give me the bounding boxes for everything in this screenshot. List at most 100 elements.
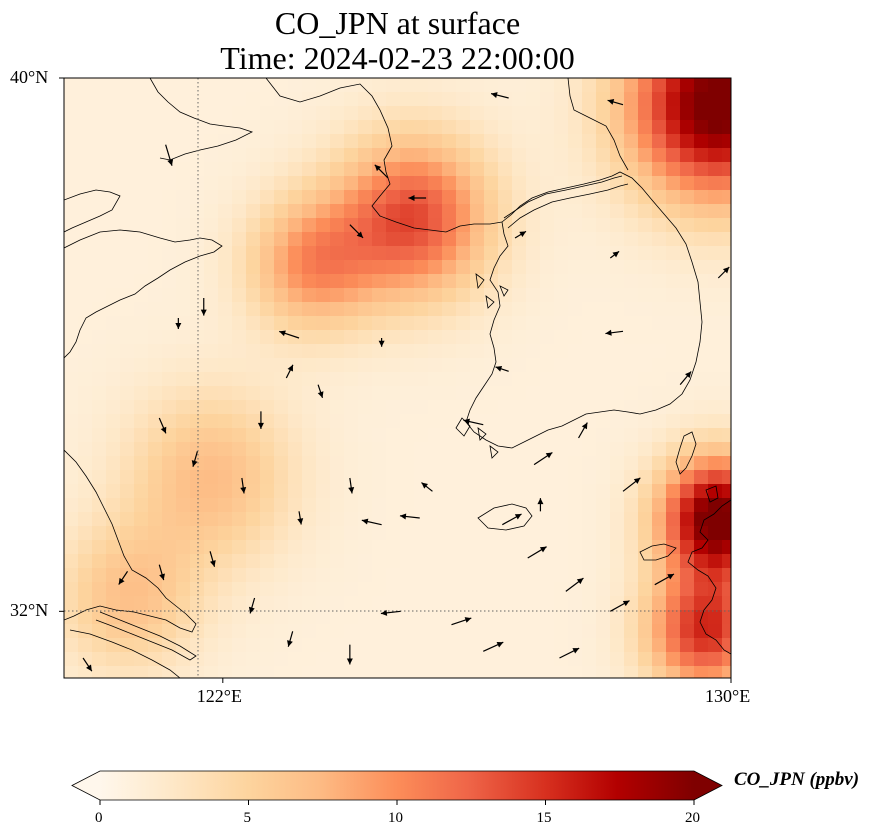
field-cell [246,92,261,107]
field-cell [148,666,163,678]
field-cell [316,498,331,513]
field-cell [176,288,191,303]
field-cell [456,400,471,415]
field-cell [694,638,709,653]
field-cell [680,456,695,471]
field-cell [190,134,205,149]
field-cell [708,512,723,527]
field-cell [652,372,667,387]
field-cell [624,274,639,289]
field-cell [428,260,443,275]
field-cell [372,470,387,485]
field-cell [92,652,107,667]
field-cell [190,316,205,331]
field-cell [624,526,639,541]
field-cell [652,260,667,275]
field-cell [372,344,387,359]
field-cell [134,232,149,247]
field-cell [232,372,247,387]
field-cell [372,498,387,513]
field-cell [386,274,401,289]
field-cell [246,442,261,457]
field-cell [218,484,233,499]
field-cell [512,638,527,653]
wind-arrow [483,641,504,652]
field-cell [400,302,415,317]
field-cell [274,232,289,247]
field-cell [428,92,443,107]
field-cell [400,218,415,233]
field-cell [498,330,513,345]
field-cell [456,484,471,499]
field-cell [582,106,597,121]
field-cell [190,106,205,121]
field-cell [302,232,317,247]
field-cell [722,106,731,121]
field-cell [680,624,695,639]
wind-arrow [717,266,730,279]
field-cell [358,372,373,387]
field-cell [526,316,541,331]
wind-arrow [200,298,207,316]
field-cell [372,568,387,583]
field-cell [78,498,93,513]
field-cell [92,540,107,555]
field-cell [568,470,583,485]
field-cell [204,442,219,457]
field-cell [64,274,79,289]
field-cell [428,624,443,639]
wind-arrow [349,224,364,239]
field-cell [512,400,527,415]
field-cell [722,372,731,387]
field-cell [330,596,345,611]
field-cell [428,540,443,555]
field-cell [470,148,485,163]
field-cell [708,554,723,569]
wind-arrow [527,546,547,559]
field-cell [526,428,541,443]
field-cell [428,442,443,457]
wind-arrow [279,330,300,339]
field-cell [708,260,723,275]
field-cell [708,540,723,555]
field-cell [358,470,373,485]
field-cell [554,442,569,457]
field-cell [526,470,541,485]
field-cell [78,204,93,219]
field-cell [148,512,163,527]
field-cell [708,288,723,303]
field-cell [652,162,667,177]
field-cell [428,218,443,233]
field-cell [134,652,149,667]
field-cell [232,582,247,597]
field-cell [540,302,555,317]
field-cell [498,344,513,359]
field-cell [498,302,513,317]
field-cell [386,414,401,429]
field-cell [582,610,597,625]
field-cell [162,288,177,303]
field-cell [190,190,205,205]
field-cell [372,372,387,387]
field-cell [218,386,233,401]
field-cell [624,358,639,373]
field-cell [554,302,569,317]
field-cell [554,540,569,555]
field-cell [694,498,709,513]
field-cell [680,498,695,513]
field-cell [232,596,247,611]
field-cell [78,330,93,345]
map-title-line2: Time: 2024-02-23 22:00:00 [220,40,575,76]
field-cell [288,204,303,219]
field-cell [442,512,457,527]
field-cell [680,596,695,611]
field-cell [246,176,261,191]
field-cell [470,106,485,121]
field-cell [414,106,429,121]
field-cell [442,246,457,261]
field-cell [722,134,731,149]
field-cell [78,162,93,177]
field-cell [148,498,163,513]
field-cell [218,358,233,373]
field-cell [302,274,317,289]
